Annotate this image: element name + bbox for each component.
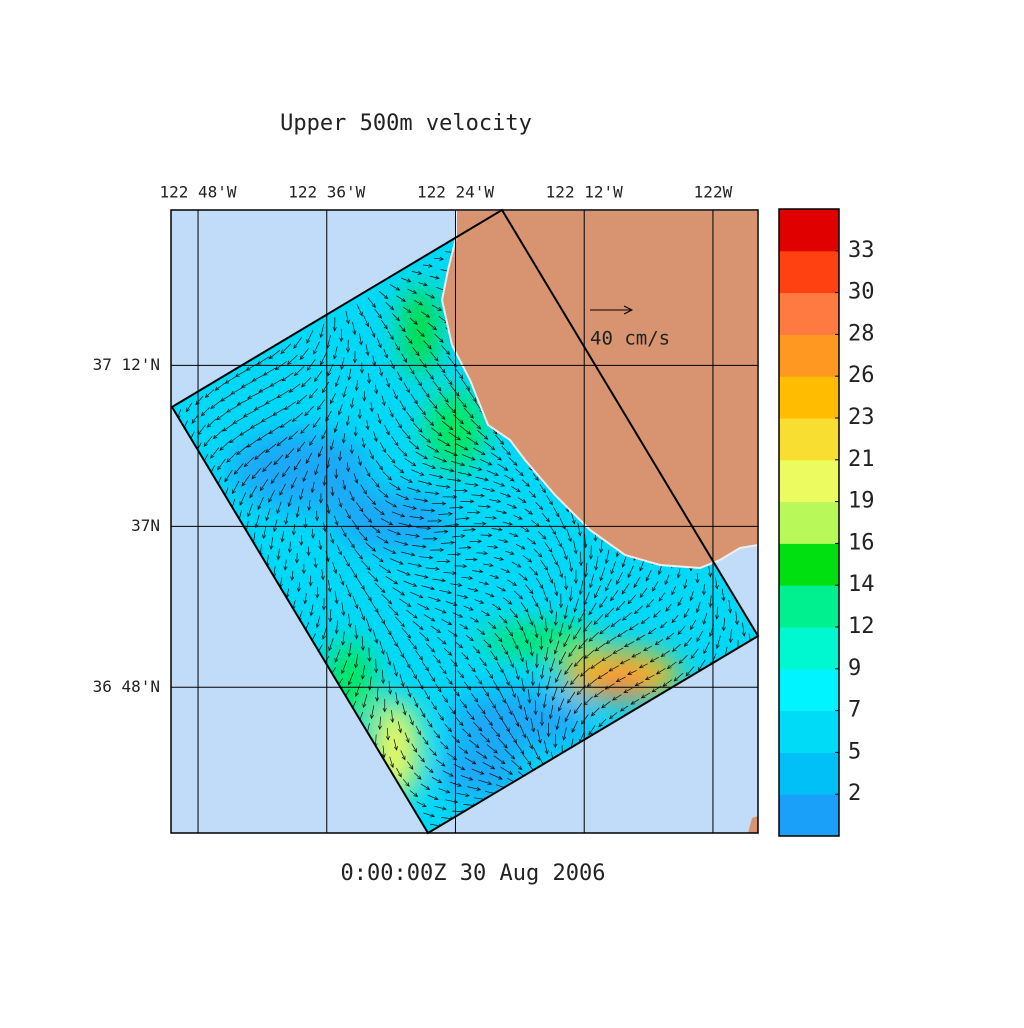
- colorbar-band: [779, 418, 839, 461]
- colorbar-label: 30: [848, 280, 875, 305]
- title: Upper 500m velocity: [280, 111, 532, 136]
- x-tick-label: 122 48'W: [160, 183, 237, 202]
- colorbar-label: 12: [848, 614, 875, 639]
- scale-label: 40 cm/s: [590, 328, 670, 350]
- land: [748, 816, 758, 833]
- y-tick-label: 37N: [131, 516, 160, 535]
- x-tick-label: 122 12'W: [546, 183, 623, 202]
- colorbar-band: [779, 794, 839, 837]
- colorbar-label: 16: [848, 530, 875, 555]
- colorbar-band: [779, 710, 839, 753]
- colorbar-band: [779, 376, 839, 419]
- colorbar-label: 33: [848, 238, 875, 263]
- colorbar-label: 23: [848, 405, 875, 430]
- x-tick-label: 122 36'W: [288, 183, 365, 202]
- colorbar-label: 28: [848, 321, 875, 346]
- colorbar-label: 26: [848, 363, 875, 388]
- y-tick-label: 37 12'N: [93, 355, 160, 374]
- x-tick-label: 122W: [694, 183, 733, 202]
- colorbar-band: [779, 752, 839, 795]
- x-tick-label: 122 24'W: [417, 183, 494, 202]
- colorbar-label: 21: [848, 447, 875, 472]
- colorbar-band: [779, 209, 839, 252]
- colorbar-label: 9: [848, 656, 861, 681]
- colorbar-band: [779, 585, 839, 628]
- colorbar-band: [779, 334, 839, 377]
- y-tick-label: 36 48'N: [93, 677, 160, 696]
- colorbar-label: 19: [848, 489, 875, 514]
- colorbar-frame: [778, 208, 840, 837]
- colorbar-band: [779, 501, 839, 544]
- timestamp: 0:00:00Z 30 Aug 2006: [341, 861, 606, 886]
- colorbar-label: 2: [848, 781, 861, 806]
- colorbar-band: [779, 668, 839, 712]
- colorbar-label: 7: [848, 698, 861, 723]
- colorbar-band: [779, 543, 839, 586]
- scale-arrow-head: [623, 305, 634, 315]
- colorbar-band: [779, 459, 839, 503]
- colorbar-label: 5: [848, 739, 861, 764]
- colorbar-band: [779, 292, 839, 335]
- colorbar-band: [779, 250, 839, 294]
- map-frame: [170, 209, 759, 834]
- colorbar-label: 14: [848, 572, 875, 597]
- colorbar-band: [779, 627, 839, 670]
